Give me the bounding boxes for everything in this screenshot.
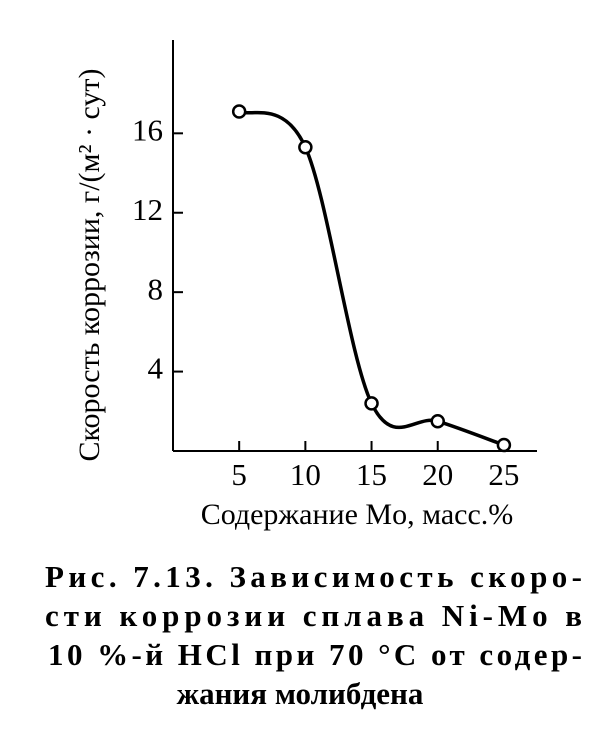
caption-line: 10 %-й HCl при 70 °C от содер- [48,637,582,672]
x-tick-label: 10 [290,457,321,492]
y-tick-label: 12 [132,192,163,227]
data-line [238,109,505,447]
caption-line: жания молибдена [177,676,424,711]
y-axis-label: Скорость коррозии, г/(м² · сут) [73,68,106,461]
caption-line: Рис. 7.13. Зависимость скоро- [45,559,582,594]
y-tick-label: 4 [148,351,164,386]
x-tick-label: 15 [356,457,387,492]
x-tick-label: 20 [422,457,453,492]
data-point [430,413,445,429]
data-point [231,104,247,119]
data-point [496,437,512,453]
x-tick-label: 5 [231,457,247,492]
data-point [364,396,379,411]
x-tick-label: 25 [488,457,519,492]
y-tick-label: 16 [132,112,163,147]
caption-line: сти коррозии сплава Ni-Mo в [45,598,582,633]
data-point [298,139,313,155]
x-axis-label: Содержание Mo, масс.% [201,498,514,531]
y-tick-label: 8 [148,271,164,306]
